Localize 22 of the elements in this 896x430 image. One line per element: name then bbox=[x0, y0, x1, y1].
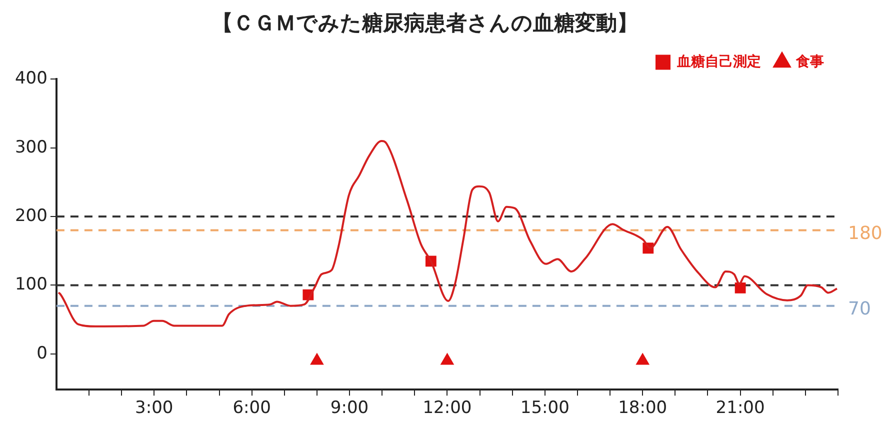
x-tick-label: 6:00 bbox=[232, 398, 271, 418]
legend-label: 血糖自己測定 bbox=[676, 52, 761, 70]
x-tick-label: 18:00 bbox=[618, 398, 668, 418]
chart-title: 【ＣＧＭでみた糖尿病患者さんの血糖変動】 bbox=[212, 11, 638, 36]
point bbox=[636, 353, 650, 365]
x-tick-label: 15:00 bbox=[520, 398, 570, 418]
x-tick-label: 3:00 bbox=[135, 398, 174, 418]
point bbox=[734, 282, 746, 294]
ref-line-label: 180 bbox=[848, 222, 882, 244]
y-tick-label: 100 bbox=[14, 274, 48, 295]
point bbox=[440, 353, 454, 365]
y-tick-label: 300 bbox=[14, 137, 48, 158]
x-tick-label: 9:00 bbox=[330, 398, 369, 418]
ref-line-label: 70 bbox=[848, 298, 871, 320]
y-tick-label: 200 bbox=[14, 206, 48, 226]
x-tick-label: 12:00 bbox=[422, 398, 472, 418]
legend-label: 食事 bbox=[795, 54, 824, 70]
x-tick-label: 21:00 bbox=[716, 398, 765, 418]
point bbox=[310, 353, 324, 365]
line-series bbox=[57, 140, 838, 328]
y-tick-label: 0 bbox=[36, 343, 48, 364]
y-tick-label: 400 bbox=[14, 68, 48, 89]
